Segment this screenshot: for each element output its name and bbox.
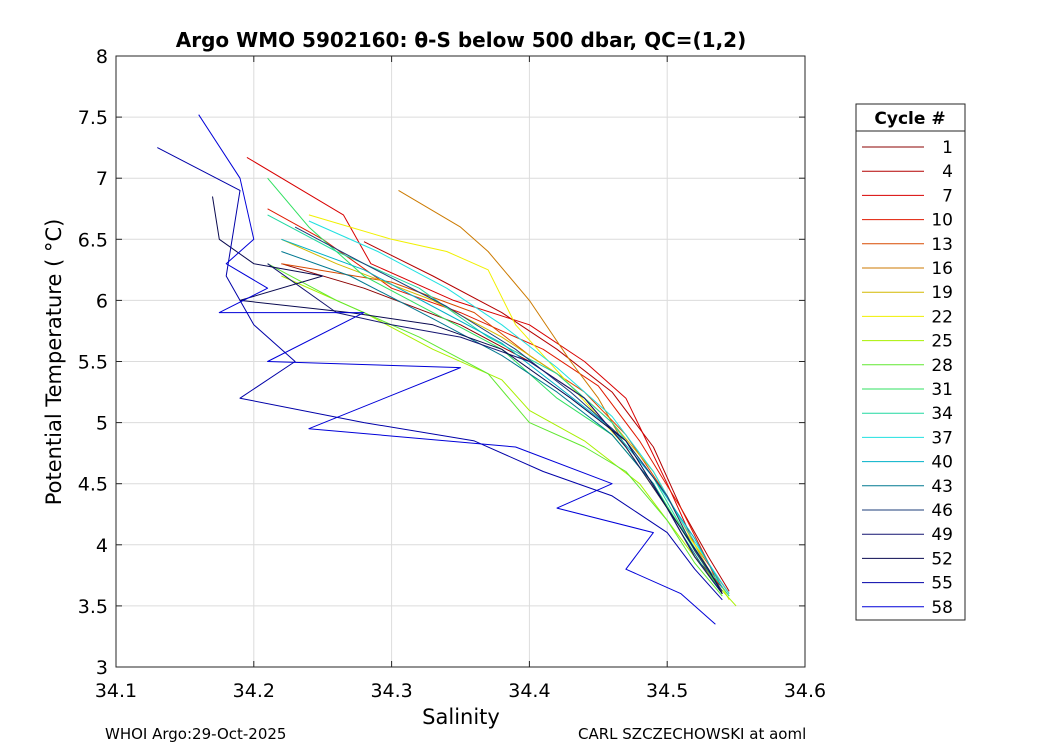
- series-line-cycle-40: [281, 238, 723, 588]
- legend-label-25: 25: [931, 332, 953, 352]
- series-line-cycle-46: [294, 226, 723, 592]
- y-tick-label: 4: [96, 535, 108, 557]
- y-tick-label: 5: [96, 413, 108, 435]
- axis-ticks: 34.1 34.2 34.3 34.4 34.5 34.6 3 3.5 4 4.5 5 5.5 6 6.5…: [78, 46, 826, 702]
- series-group: [157, 114, 737, 625]
- series-line-cycle-22: [308, 214, 730, 601]
- x-tick-label: 34.5: [646, 680, 688, 702]
- footer-credit-left: WHOI Argo:29-Oct-2025: [105, 725, 287, 743]
- y-tick-label: 3: [96, 657, 108, 679]
- legend-label-28: 28: [931, 356, 953, 376]
- x-tick-label: 34.3: [370, 680, 412, 702]
- x-tick-label: 34.1: [95, 680, 137, 702]
- y-tick-label: 5.5: [78, 352, 108, 374]
- y-tick-label: 4.5: [78, 474, 108, 496]
- legend-label-31: 31: [931, 380, 953, 400]
- series-line-cycle-28: [267, 263, 723, 597]
- legend-label-1: 1: [942, 138, 953, 158]
- y-axis-label: Potential Temperature ( °C): [42, 219, 66, 506]
- footer-credit-right: CARL SZCZECHOWSKI at aoml: [578, 725, 807, 743]
- legend-label-58: 58: [931, 598, 953, 618]
- legend-label-46: 46: [931, 501, 953, 521]
- legend-label-37: 37: [931, 428, 953, 448]
- legend-label-40: 40: [931, 453, 953, 473]
- y-tick-label: 8: [96, 46, 108, 68]
- legend-label-16: 16: [931, 259, 953, 279]
- x-tick-label: 34.4: [508, 680, 550, 702]
- y-tick-label: 3.5: [78, 596, 108, 618]
- legend-label-13: 13: [931, 235, 953, 255]
- series-line-cycle-43: [281, 251, 723, 595]
- legend-label-52: 52: [931, 549, 953, 569]
- y-tick-label: 7.5: [78, 107, 108, 129]
- legend-label-43: 43: [931, 477, 953, 497]
- series-line-cycle-49: [267, 263, 723, 594]
- legend-label-55: 55: [931, 574, 953, 594]
- legend-entries: 1 4 7 10 13 16 19 22 25 28 31 34 37 40 43 46 49 52 55 58: [862, 138, 953, 618]
- y-tick-label: 7: [96, 168, 108, 190]
- y-tick-label: 6: [96, 290, 108, 312]
- x-tick-label: 34.2: [233, 680, 275, 702]
- series-line-cycle-10: [267, 208, 723, 594]
- series-line-cycle-7: [246, 156, 730, 594]
- legend: Cycle # 1 4 7 10 13 16 19 22 25 28 31 34 37 40 43 46 49 5…: [855, 103, 966, 621]
- legend-label-34: 34: [931, 404, 953, 424]
- legend-label-49: 49: [931, 525, 953, 545]
- x-tick-label: 34.6: [784, 680, 826, 702]
- legend-label-10: 10: [931, 211, 953, 231]
- x-axis-label: Salinity: [422, 705, 500, 729]
- y-tick-label: 6.5: [78, 229, 108, 251]
- series-line-cycle-4: [363, 241, 730, 592]
- legend-label-4: 4: [942, 162, 953, 182]
- legend-label-22: 22: [931, 307, 953, 327]
- legend-label-19: 19: [931, 283, 953, 303]
- legend-title: Cycle #: [874, 109, 945, 129]
- series-line-cycle-55: [157, 147, 723, 601]
- series-line-cycle-52: [212, 196, 723, 594]
- series-line-cycle-37: [308, 220, 730, 594]
- legend-label-7: 7: [942, 186, 953, 206]
- series-line-cycle-58: [198, 114, 716, 625]
- chart-title: Argo WMO 5902160: θ-S below 500 dbar, QC…: [176, 28, 746, 52]
